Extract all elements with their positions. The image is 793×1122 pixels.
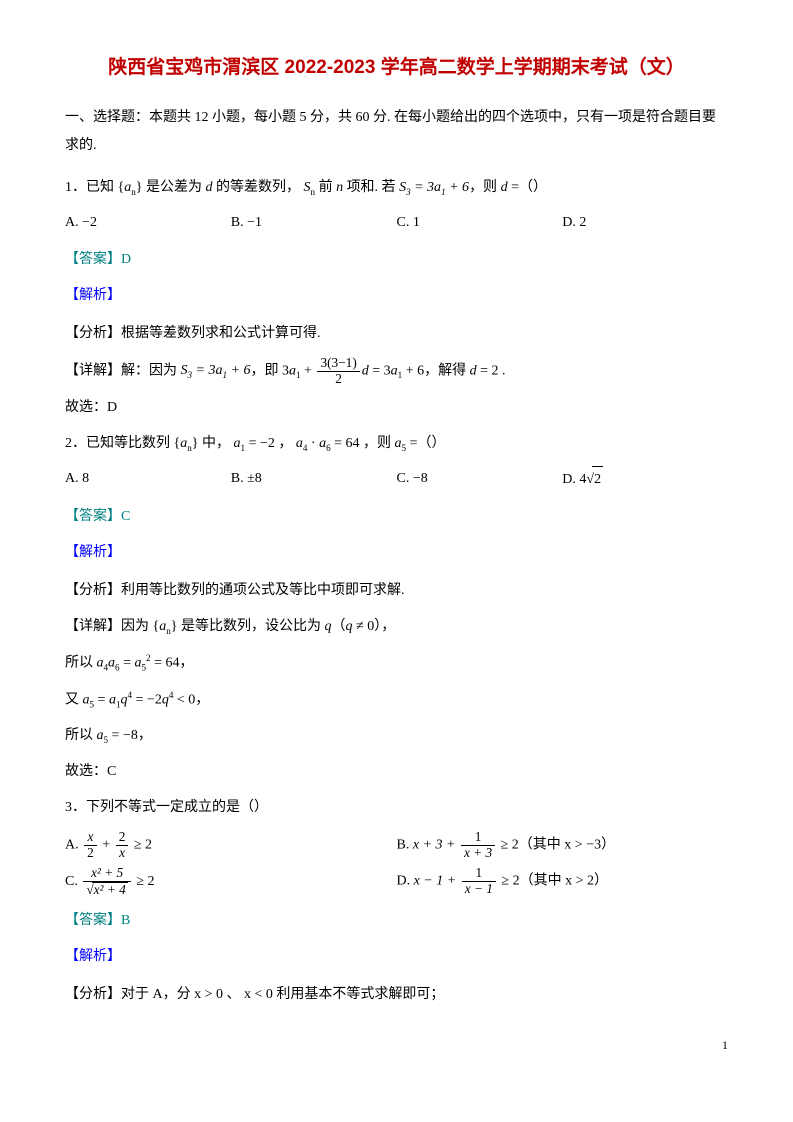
q2-option-d: D. 42 bbox=[562, 466, 728, 494]
q1-options: A. −2 B. −1 C. 1 D. 2 bbox=[65, 210, 728, 237]
q3-option-a: A. x2 + 2x ≥ 2 bbox=[65, 830, 397, 860]
q1-option-a: A. −2 bbox=[65, 210, 231, 237]
q2-option-c: C. −8 bbox=[397, 466, 563, 494]
q2-stem: 2．已知等比数列 {an} 中， a1 = −2 ， a4 · a6 = 64 … bbox=[65, 430, 728, 458]
q3-option-c: C. x² + 5x² + 4 ≥ 2 bbox=[65, 866, 397, 897]
q3-option-b: B. x + 3 + 1x + 3 ≥ 2（其中 x > −3） bbox=[397, 830, 729, 860]
q1-fraction: 3(3−1)2 bbox=[317, 356, 359, 386]
q1-analysis-label: 【解析】 bbox=[65, 283, 728, 310]
q1-option-b: B. −1 bbox=[231, 210, 397, 237]
q2-conclusion: 故选：C bbox=[65, 758, 728, 786]
section-description: 一、选择题：本题共 12 小题，每小题 5 分，共 60 分. 在每小题给出的四… bbox=[65, 104, 728, 160]
q1-conclusion: 故选：D bbox=[65, 394, 728, 422]
q3-number: 3． bbox=[65, 800, 86, 815]
q2-detail-line3: 又 a5 = a1q4 = −2q4 < 0， bbox=[65, 686, 728, 715]
q3-option-d: D. x − 1 + 1x − 1 ≥ 2（其中 x > 2） bbox=[397, 866, 729, 897]
page-number: 1 bbox=[65, 1034, 728, 1057]
q1-equation: S3 = 3a1 + 6 bbox=[399, 180, 469, 195]
q2-options: A. 8 B. ±8 C. −8 D. 42 bbox=[65, 466, 728, 494]
q2-answer: 【答案】C bbox=[65, 504, 728, 531]
q3-answer: 【答案】B bbox=[65, 908, 728, 935]
q1-option-d: D. 2 bbox=[562, 210, 728, 237]
q3-options-row1: A. x2 + 2x ≥ 2 B. x + 3 + 1x + 3 ≥ 2（其中 … bbox=[65, 830, 728, 860]
exam-title: 陕西省宝鸡市渭滨区 2022-2023 学年高二数学上学期期末考试（文） bbox=[65, 50, 728, 86]
q3-analysis-summary: 【分析】对于 A，分 x > 0 、 x < 0 利用基本不等式求解即可； bbox=[65, 981, 728, 1009]
q1-analysis-summary: 【分析】根据等差数列求和公式计算可得. bbox=[65, 320, 728, 348]
q2-detail-line4: 所以 a5 = −8， bbox=[65, 722, 728, 750]
q3-options-row2: C. x² + 5x² + 4 ≥ 2 D. x − 1 + 1x − 1 ≥ … bbox=[65, 866, 728, 897]
q2-analysis-summary: 【分析】利用等比数列的通项公式及等比中项即可求解. bbox=[65, 577, 728, 605]
q3-stem: 3．下列不等式一定成立的是（） bbox=[65, 794, 728, 822]
q2-detail-line2: 所以 a4a6 = a52 = 64， bbox=[65, 649, 728, 678]
q2-option-b: B. ±8 bbox=[231, 466, 397, 494]
q1-detail: 【详解】解：因为 S3 = 3a1 + 6，即 3a1 + 3(3−1)2d =… bbox=[65, 356, 728, 386]
q1-option-c: C. 1 bbox=[397, 210, 563, 237]
q2-option-a: A. 8 bbox=[65, 466, 231, 494]
q3-analysis-label: 【解析】 bbox=[65, 944, 728, 971]
q1-number: 1． bbox=[65, 180, 86, 195]
q2-detail-line1: 【详解】因为 {an} 是等比数列，设公比为 q（q ≠ 0）， bbox=[65, 613, 728, 641]
q1-stem: 1．已知 {an} 是公差为 d 的等差数列， Sn 前 n 项和. 若 S3 … bbox=[65, 174, 728, 202]
q2-number: 2． bbox=[65, 436, 86, 451]
q2-analysis-label: 【解析】 bbox=[65, 540, 728, 567]
q1-answer: 【答案】D bbox=[65, 247, 728, 274]
